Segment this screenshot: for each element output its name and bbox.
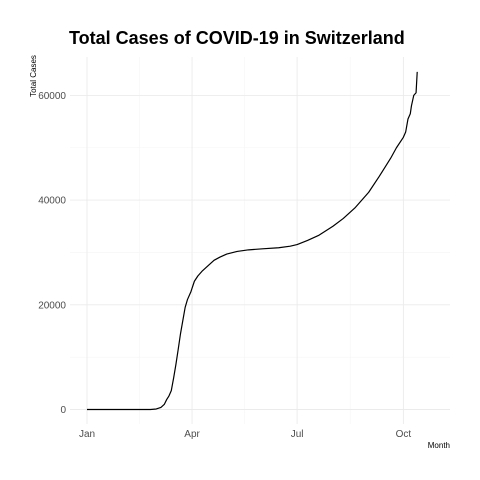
grid (70, 57, 450, 424)
series-layer (87, 71, 418, 411)
y-tick-label: 40000 (38, 196, 66, 207)
y-tick-label: 60000 (38, 91, 66, 102)
x-axis-label: Month (428, 441, 450, 450)
y-axis-label: Total Cases (29, 55, 38, 97)
x-tick-label: Jul (291, 429, 304, 440)
x-tick-label: Apr (184, 429, 200, 440)
chart-title: Total Cases of COVID-19 in Switzerland (69, 28, 405, 48)
tick-labels: 0 20000 40000 60000 Jan Apr Jul Oct (38, 91, 411, 440)
series-line (87, 71, 418, 411)
x-tick-label: Jan (79, 429, 95, 440)
y-tick-label: 20000 (38, 300, 66, 311)
y-tick-label: 0 (60, 405, 66, 416)
x-tick-label: Oct (396, 429, 412, 440)
